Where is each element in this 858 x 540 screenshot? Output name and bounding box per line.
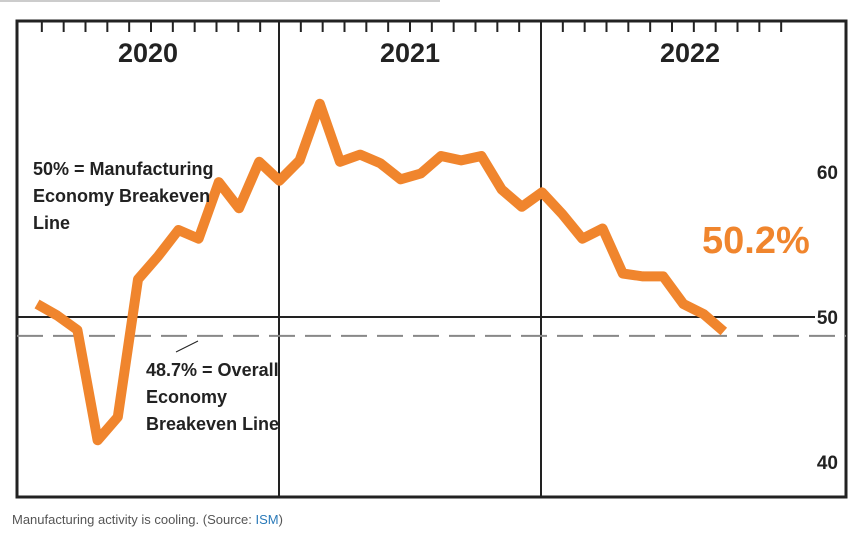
annotation-overall-line-2: Economy [146,387,227,407]
y-tick-label-60: 60 [817,163,838,184]
year-label-2021: 2021 [380,38,440,68]
latest-value-callout: 50.2% [702,220,810,262]
annotation-manufacturing-line-1: 50% = Manufacturing [33,159,214,179]
month-ticks [40,22,783,32]
annotation-pointer [175,340,199,353]
y-tick-label-40: 40 [817,453,838,474]
chart-frame [15,19,848,499]
source-link-ism[interactable]: ISM [255,512,279,527]
annotation-manufacturing-line-3: Line [33,213,70,233]
annotation-overall-line-3: Breakeven Line [146,414,279,434]
caption-suffix: ) [278,512,283,527]
y-tick-label-50: 50 [817,308,838,329]
annotation-overall-line-1: 48.7% = Overall [146,360,279,380]
chart-caption: Manufacturing activity is cooling. (Sour… [12,512,283,527]
series-points [36,103,724,441]
caption-text: Manufacturing activity is cooling. (Sour… [12,512,256,527]
series-line-pmi [34,98,728,446]
year-label-2022: 2022 [660,38,720,68]
y-axis-ticks: 60 50 40 [817,163,838,474]
year-label-2020: 2020 [118,38,178,68]
annotation-manufacturing-line-2: Economy Breakeven [33,186,210,206]
